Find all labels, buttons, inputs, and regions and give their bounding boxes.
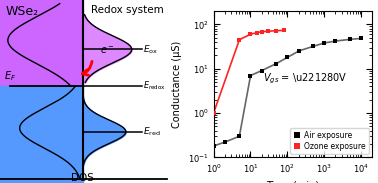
Text: $E_{\mathrm{red}}$: $E_{\mathrm{red}}$ [144, 126, 161, 138]
Text: $E_F$: $E_F$ [4, 70, 16, 83]
X-axis label: Time (min): Time (min) [266, 180, 319, 183]
Text: $V_{gs}$ = \u221280V: $V_{gs}$ = \u221280V [263, 72, 348, 86]
Text: $E_{\mathrm{redox}}$: $E_{\mathrm{redox}}$ [144, 80, 166, 92]
Text: DOS: DOS [71, 173, 94, 183]
Polygon shape [0, 0, 82, 86]
Text: WSe₂: WSe₂ [6, 5, 39, 18]
Legend: Air exposure, Ozone exposure: Air exposure, Ozone exposure [290, 128, 369, 154]
Polygon shape [0, 86, 82, 183]
Text: Redox system: Redox system [91, 5, 164, 16]
Text: $E_{\mathrm{ox}}$: $E_{\mathrm{ox}}$ [144, 43, 159, 56]
Text: $e^-$: $e^-$ [100, 45, 115, 56]
Y-axis label: Conductance (μS): Conductance (μS) [172, 41, 182, 128]
